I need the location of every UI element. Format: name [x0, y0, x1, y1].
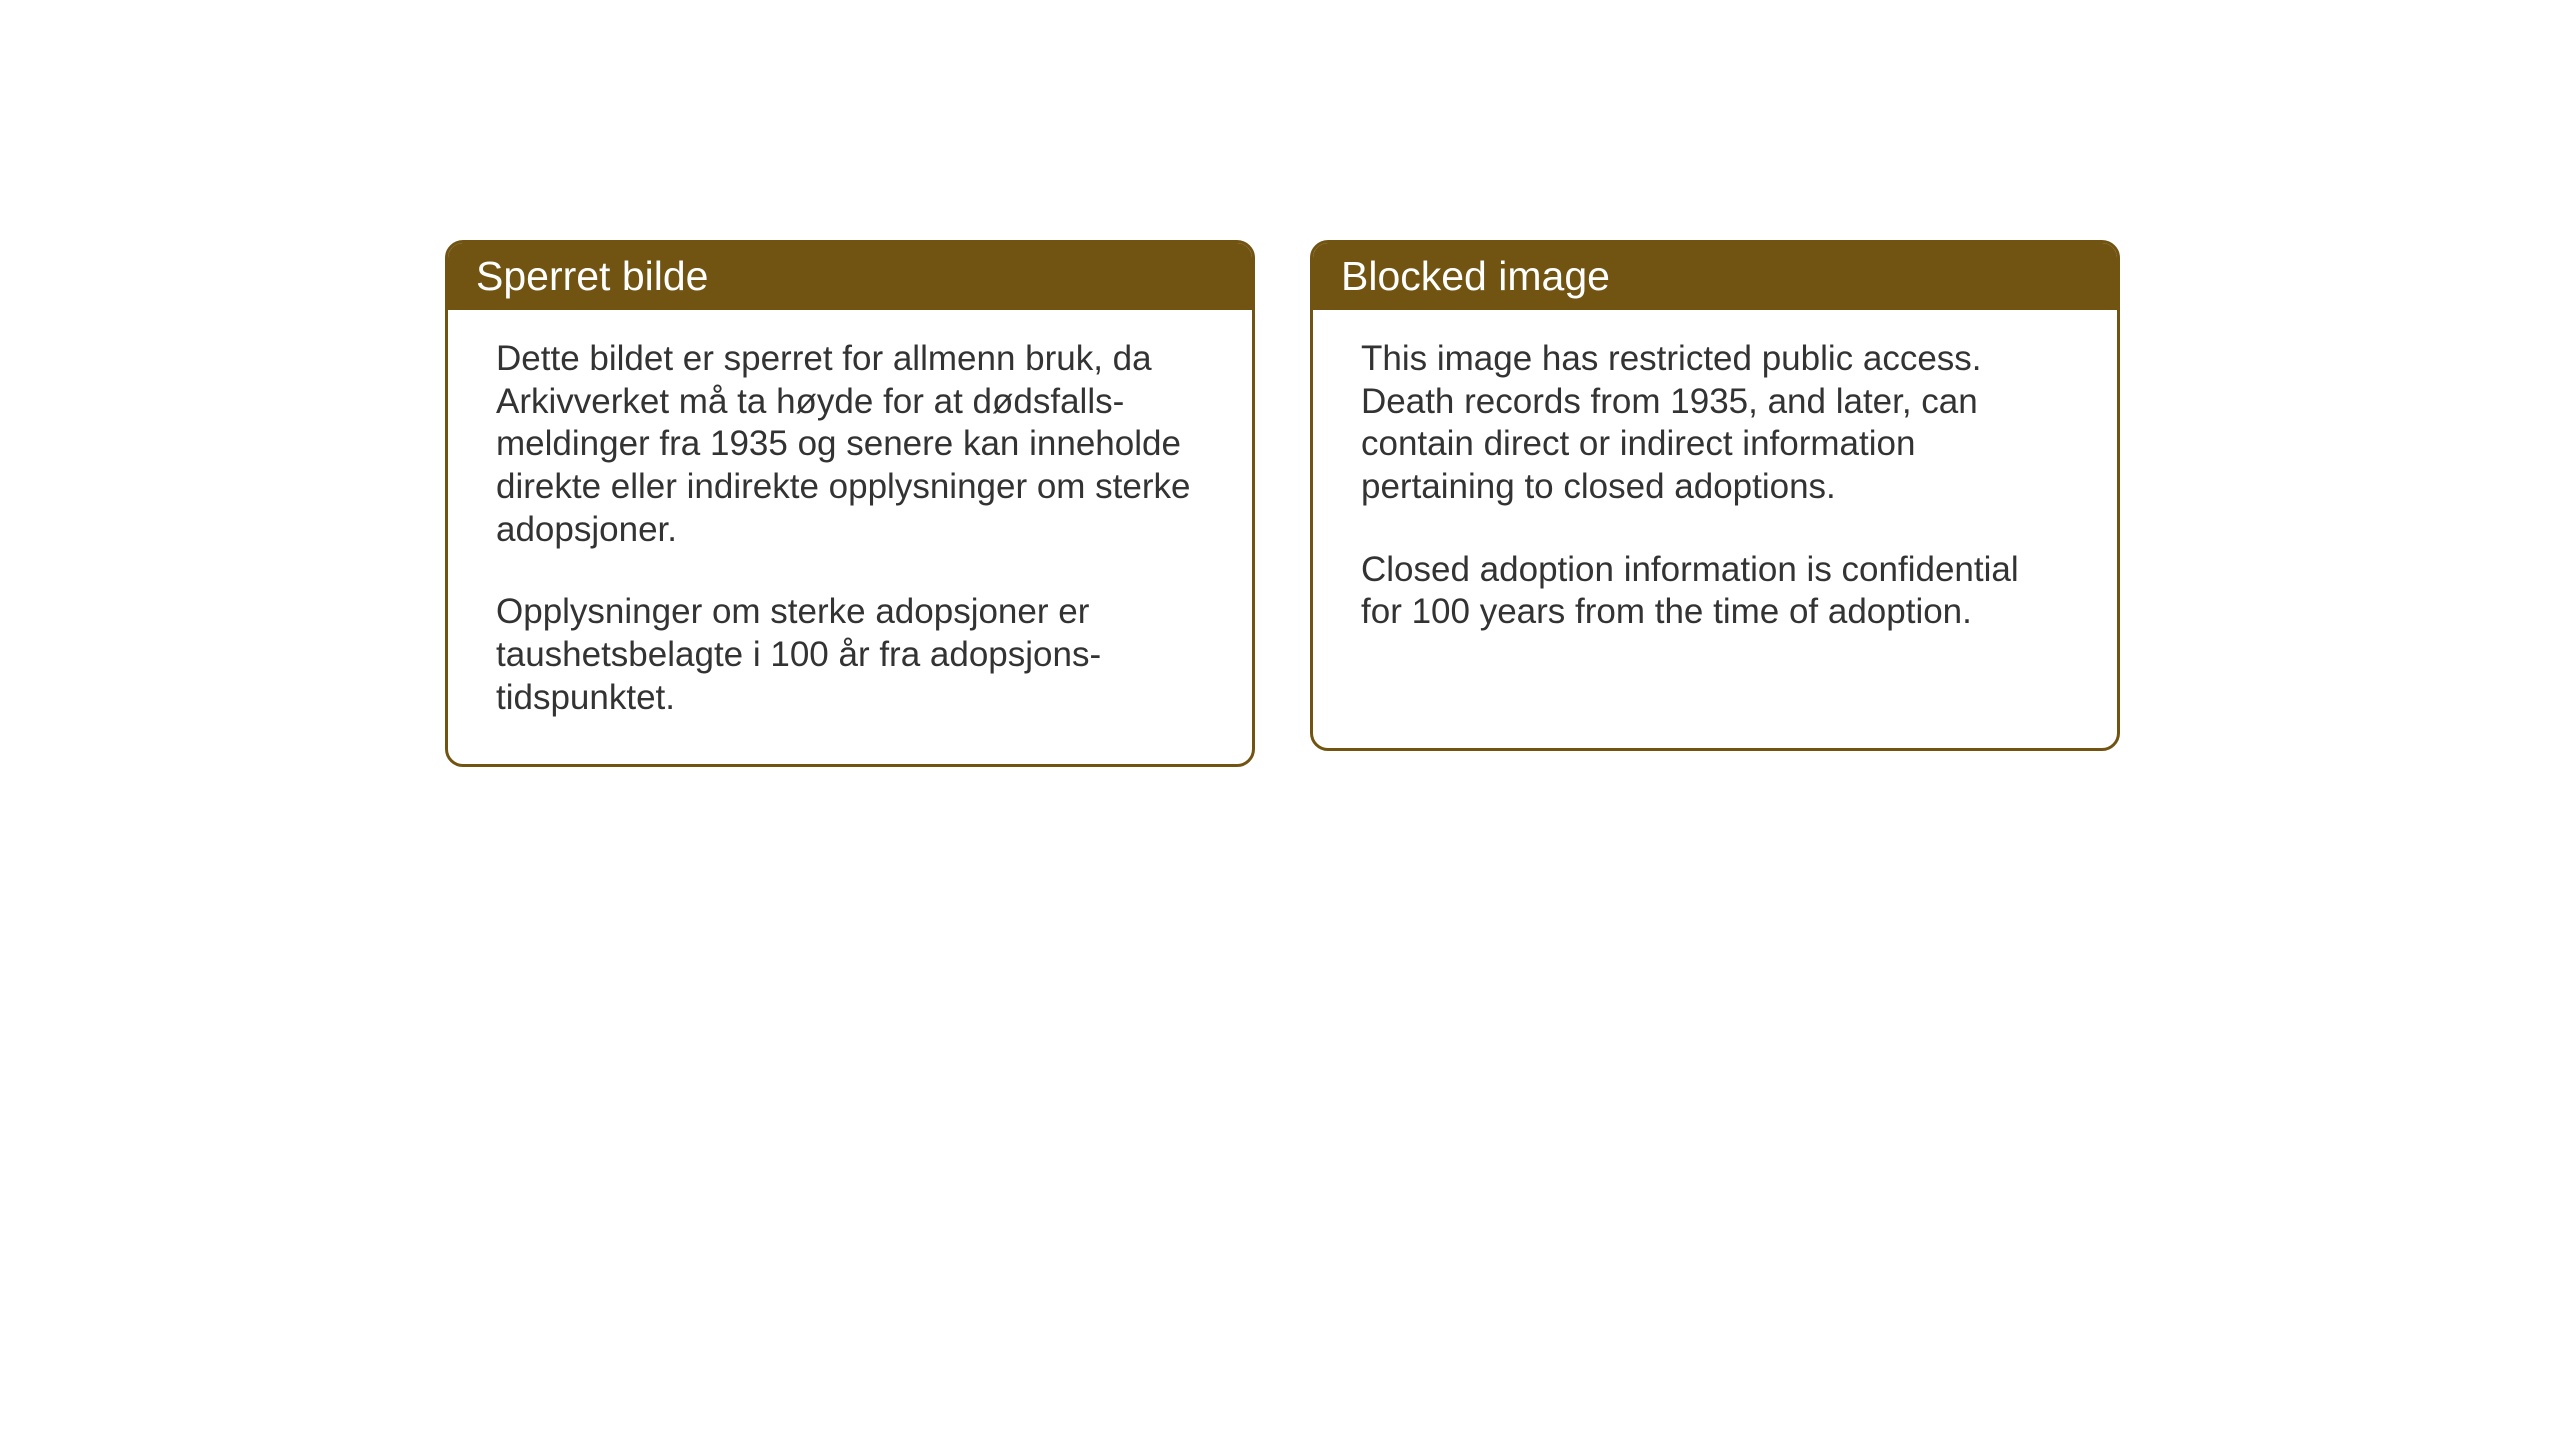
notice-paragraph-1-english: This image has restricted public access.…	[1361, 338, 2069, 509]
notice-paragraph-1-norwegian: Dette bildet er sperret for allmenn bruk…	[496, 338, 1204, 551]
notice-card-english: Blocked image This image has restricted …	[1310, 240, 2120, 751]
notice-container: Sperret bilde Dette bildet er sperret fo…	[445, 240, 2120, 767]
notice-body-english: This image has restricted public access.…	[1313, 310, 2117, 678]
notice-title-english: Blocked image	[1341, 253, 1610, 299]
notice-card-norwegian: Sperret bilde Dette bildet er sperret fo…	[445, 240, 1255, 767]
notice-header-english: Blocked image	[1313, 243, 2117, 310]
notice-header-norwegian: Sperret bilde	[448, 243, 1252, 310]
notice-body-norwegian: Dette bildet er sperret for allmenn bruk…	[448, 310, 1252, 764]
notice-title-norwegian: Sperret bilde	[476, 253, 708, 299]
notice-paragraph-2-norwegian: Opplysninger om sterke adopsjoner er tau…	[496, 591, 1204, 719]
notice-paragraph-2-english: Closed adoption information is confident…	[1361, 549, 2069, 634]
